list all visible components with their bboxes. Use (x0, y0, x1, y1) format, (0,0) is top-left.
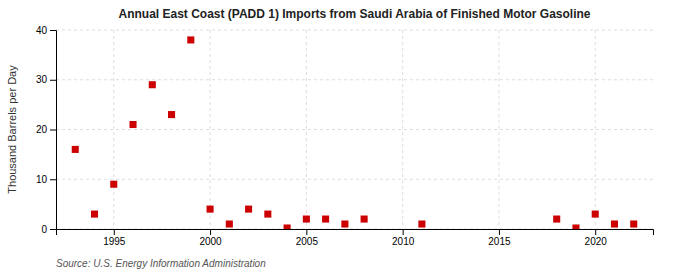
tick-mark (50, 30, 56, 31)
tick-label: 2005 (296, 236, 319, 247)
grid-line-x (306, 30, 307, 229)
point (245, 206, 252, 213)
point (361, 216, 368, 223)
y-axis: 0 10 20 30 40 (36, 25, 57, 235)
tick-mark (403, 229, 404, 235)
axis-line (50, 31, 57, 230)
tick: 20 (36, 124, 56, 135)
point (611, 220, 618, 227)
tick-label: 1995 (103, 236, 126, 247)
tick-label: 0 (41, 224, 47, 235)
grid-line-y (56, 129, 653, 130)
tick: 2015 (488, 229, 511, 247)
tick-mark (50, 130, 56, 131)
tick-label: 2020 (585, 236, 608, 247)
point (418, 220, 425, 227)
point (303, 216, 310, 223)
point (168, 111, 175, 118)
tick: 2000 (199, 229, 222, 247)
tick-label: 10 (36, 174, 48, 185)
tick-label: 30 (36, 74, 48, 85)
grid-line-x (595, 30, 596, 229)
x-axis: 1995 2000 2005 2010 2015 2020 (57, 229, 654, 247)
tick-mark (50, 179, 56, 180)
grid (56, 30, 653, 229)
plot-area: 1995 2000 2005 2010 2015 2020 0 10 20 30 40 (36, 25, 654, 247)
grid-line-x (113, 30, 114, 229)
point (91, 211, 98, 218)
axis-line (57, 230, 654, 236)
point (630, 220, 637, 227)
grid-line-x (402, 30, 403, 229)
tick-mark (50, 229, 56, 230)
tick-label: 2010 (392, 236, 415, 247)
chart-svg: 1995 2000 2005 2010 2015 2020 0 10 20 30 40 Annual … (0, 0, 675, 275)
chart-container: 1995 2000 2005 2010 2015 2020 0 10 20 30 40 Annual … (0, 0, 675, 275)
tick-label: 20 (36, 124, 48, 135)
tick-label: 40 (36, 25, 48, 36)
point (592, 211, 599, 218)
point (226, 220, 233, 227)
grid-line-x (498, 30, 499, 229)
tick-mark (499, 229, 500, 235)
point (149, 81, 156, 88)
point (72, 146, 79, 153)
point (284, 224, 291, 229)
point (207, 206, 214, 213)
tick: 30 (36, 74, 56, 85)
grid-line-y (56, 179, 653, 180)
tick: 0 (41, 224, 56, 235)
grid-line-y (56, 30, 653, 31)
point (322, 216, 329, 223)
tick: 1995 (103, 229, 126, 247)
tick: 2010 (392, 229, 415, 247)
tick-mark (306, 229, 307, 235)
point (110, 181, 117, 188)
tick-label: 2015 (488, 236, 511, 247)
tick: 40 (36, 25, 56, 36)
tick-mark (114, 229, 115, 235)
point (187, 36, 194, 43)
tick-mark (595, 229, 596, 235)
title: Annual East Coast (PADD 1) Imports from … (118, 7, 590, 21)
points (72, 36, 638, 229)
point (129, 121, 136, 128)
tick-mark (210, 229, 211, 235)
point (553, 216, 560, 223)
tick: 2020 (585, 229, 608, 247)
grid-line-y (56, 79, 653, 80)
source-note: Source: U.S. Energy Information Administ… (56, 258, 266, 269)
tick-label: 2000 (199, 236, 222, 247)
tick: 10 (36, 174, 56, 185)
point (264, 211, 271, 218)
grid-line-x (210, 30, 211, 229)
point (572, 224, 579, 229)
tick: 2005 (296, 229, 319, 247)
point (341, 220, 348, 227)
tick-mark (50, 80, 56, 81)
y-axis-title: Thousand Barrels per Day (6, 65, 18, 194)
